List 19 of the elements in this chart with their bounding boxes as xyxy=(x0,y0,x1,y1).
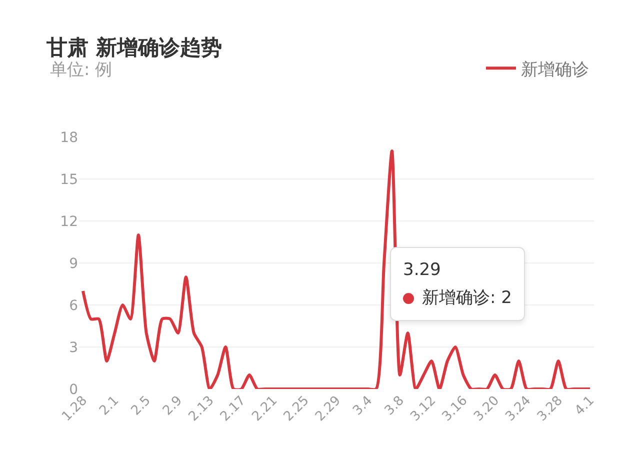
line-series xyxy=(81,150,592,389)
chart-title: 甘肃 新增确诊趋势 xyxy=(46,35,222,60)
annotation: 新增确诊: 2 xyxy=(422,288,512,308)
y-tick-label: 6 xyxy=(69,298,78,314)
x-tick-label: 3.8 xyxy=(382,393,408,419)
y-tick-label: 18 xyxy=(60,130,78,146)
annotation: 3.29 xyxy=(403,260,441,280)
y-tick-label: 12 xyxy=(60,214,78,230)
x-tick-label: 3.4 xyxy=(350,393,376,419)
y-tick-label: 3 xyxy=(69,340,78,356)
chart-subtitle: 单位: 例 xyxy=(50,60,112,80)
y-tick-label: 9 xyxy=(69,256,78,272)
x-tick-label: 2.1 xyxy=(96,393,122,419)
y-tick-label: 0 xyxy=(69,382,78,398)
x-tick-label: 2.5 xyxy=(128,393,154,419)
x-tick-label: 4.1 xyxy=(572,393,598,419)
x-tick-label: 2.9 xyxy=(160,393,186,419)
y-tick-label: 15 xyxy=(60,172,78,188)
legend-label: 新增确诊 xyxy=(521,60,589,80)
